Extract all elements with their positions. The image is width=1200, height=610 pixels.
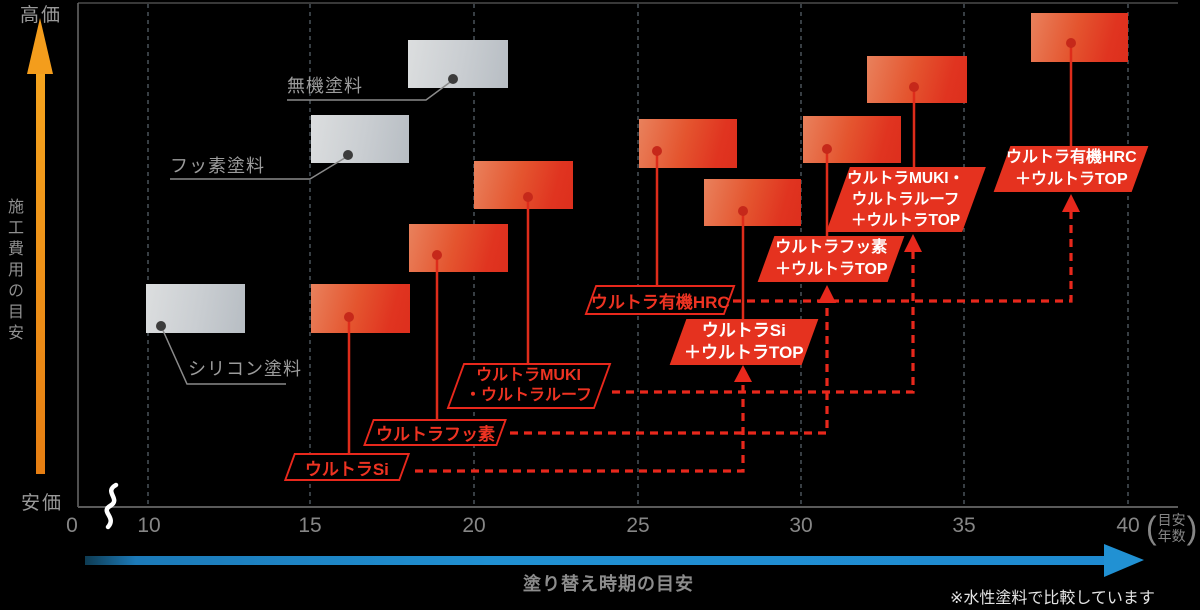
box-ultra-si-top — [704, 179, 801, 226]
x-tick-30: 30 — [789, 514, 813, 537]
x-axis-title: 塗り替え時期の目安 — [523, 574, 694, 594]
box-ultra-hrc — [639, 119, 737, 168]
x-axis-unit-line1: 目安 — [1157, 512, 1186, 528]
label-ultra-fusso-top: ウルトラフッ素 ＋ウルトラTOP — [757, 236, 905, 282]
label-ultra-hrc-top: ウルトラ有機HRC ＋ウルトラTOP — [993, 146, 1149, 192]
x-axis-unit-close: ) — [1186, 510, 1198, 546]
box-silicone — [146, 284, 245, 333]
box-fluorine — [311, 115, 409, 163]
cost-axis-arrow-icon — [27, 18, 53, 474]
box-ultra-fusso-top — [803, 116, 901, 163]
label-ultra-si-top: ウルトラSi ＋ウルトラTOP — [669, 319, 819, 365]
x-tick-25: 25 — [626, 514, 650, 537]
box-ultra-hrc-top — [1031, 13, 1128, 62]
label-fluorine: フッ素塗料 — [170, 156, 265, 176]
up-arrow-icon — [904, 234, 922, 252]
box-inorganic — [408, 40, 508, 88]
x-axis-unit-open: ( — [1146, 510, 1157, 546]
label-ultra-hrc: ウルトラ有機HRC — [584, 285, 736, 315]
box-ultra-muki — [474, 161, 573, 209]
x-tick-20: 20 — [462, 514, 486, 537]
box-ultra-muki-top — [867, 56, 967, 103]
label-inorganic: 無機塗料 — [287, 76, 363, 96]
label-ultra-muki: ウルトラMUKI ・ウルトラルーフ — [446, 363, 612, 409]
label-ultra-si: ウルトラSi — [283, 453, 411, 481]
up-arrow-icon — [818, 285, 836, 303]
label-ultra-muki-top: ウルトラMUKI・ ウルトラルーフ ＋ウルトラTOP — [826, 167, 986, 232]
axis-break-icon — [104, 482, 119, 530]
box-ultra-fusso — [409, 224, 508, 272]
x-axis-unit: ( 目安 年数 ) — [1146, 512, 1197, 544]
label-ultra-fusso: ウルトラフッ素 — [363, 419, 507, 446]
chart-frame — [77, 2, 1178, 508]
x-axis-unit-line2: 年数 — [1157, 528, 1186, 544]
x-tick-40: 40 — [1116, 514, 1140, 537]
label-silicone: シリコン塗料 — [188, 359, 302, 379]
x-tick-0: 0 — [66, 514, 78, 537]
up-arrow-icon — [1062, 194, 1080, 212]
x-tick-10: 10 — [137, 514, 161, 537]
x-tick-35: 35 — [952, 514, 976, 537]
x-tick-15: 15 — [298, 514, 322, 537]
y-axis-top-label: 高価 — [20, 5, 63, 26]
comparison-note: ※水性塗料で比較しています — [950, 590, 1155, 607]
y-axis-bottom-label: 安価 — [21, 493, 64, 514]
y-axis-title: 施工費用の目安 — [5, 198, 22, 345]
up-arrow-icon — [734, 365, 752, 382]
box-ultra-si — [311, 284, 410, 333]
